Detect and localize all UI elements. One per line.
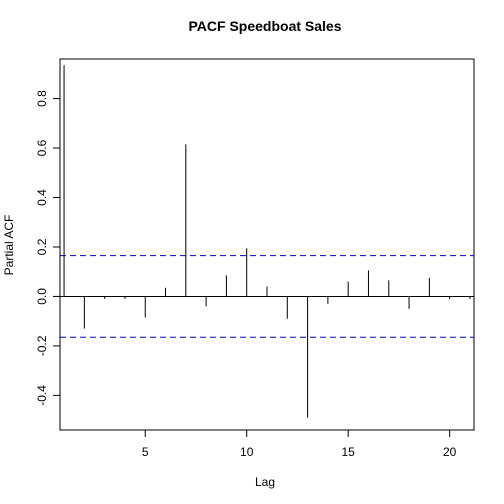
x-tick-label: 15 [341, 445, 355, 459]
y-axis: -0.4 -0.2 0.0 0.2 0.4 0.6 0.8 [35, 90, 61, 406]
y-tick-label: 0.4 [35, 189, 49, 206]
y-tick-label: 0.0 [35, 288, 49, 305]
y-tick-label: 0.2 [35, 238, 49, 255]
y-tick-label: 0.8 [35, 90, 49, 107]
plot-frame [59, 58, 475, 431]
y-tick-label: -0.4 [35, 385, 49, 406]
x-tick-label: 20 [443, 445, 457, 459]
y-axis-label: Partial ACF [2, 215, 16, 276]
y-tick-label: -0.2 [35, 335, 49, 356]
x-tick-label: 10 [240, 445, 254, 459]
chart-title: PACF Speedboat Sales [188, 18, 341, 34]
plot-marks [60, 65, 474, 418]
x-axis: 5 10 15 20 [142, 429, 457, 459]
x-axis-label: Lag [255, 475, 275, 489]
x-tick-label: 5 [142, 445, 149, 459]
y-tick-label: 0.6 [35, 139, 49, 156]
